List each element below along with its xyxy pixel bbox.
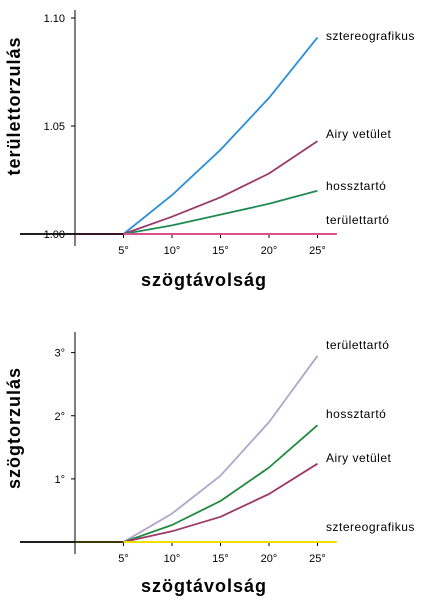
series-label: területtartó [326, 338, 389, 352]
series-label: Airy vetület [326, 127, 392, 141]
y-axis-label: szögtorzulás [4, 367, 24, 489]
series-line [75, 462, 318, 543]
y-tick-label: 1.05 [44, 121, 65, 133]
series-label: Airy vetület [326, 451, 392, 465]
y-tick-label: 1° [54, 474, 65, 486]
x-tick-label: 25° [309, 245, 326, 257]
x-tick-label: 5° [118, 553, 129, 565]
series-line [75, 189, 318, 235]
x-tick-label: 15° [212, 245, 229, 257]
series-line [75, 355, 319, 543]
series-label: hossztartó [326, 407, 386, 421]
y-tick-label: 1.00 [44, 229, 65, 241]
x-tick-label: 5° [118, 245, 129, 257]
x-tick-label: 20° [261, 553, 278, 565]
series-line [75, 36, 319, 235]
angular-distortion-chart: 1° 2° 3° 5° 10° 15° 20° 25° területtartó hossztar… [4, 332, 415, 596]
series-label: sztereografikus [326, 29, 415, 43]
series-label: területtartó [326, 213, 389, 227]
x-axis-label: szögtávolság [141, 576, 267, 596]
x-tick-label: 10° [164, 245, 181, 257]
series-label: hossztartó [326, 179, 386, 193]
y-tick-label: 2° [54, 411, 65, 423]
y-tick-label: 1.10 [44, 13, 65, 25]
x-tick-label: 25° [309, 553, 326, 565]
x-tick-label: 10° [164, 553, 181, 565]
y-tick-label: 3° [54, 348, 65, 360]
series-label: sztereografikus [326, 520, 415, 534]
x-tick-label: 20° [261, 245, 278, 257]
area-distortion-chart: 1.00 1.05 1.10 5° 10° 15° 20° 25° sztereografiku… [4, 10, 415, 290]
y-axis-label: területtorzulás [4, 36, 24, 175]
x-tick-label: 15° [212, 553, 229, 565]
x-axis-label: szögtávolság [141, 270, 267, 290]
